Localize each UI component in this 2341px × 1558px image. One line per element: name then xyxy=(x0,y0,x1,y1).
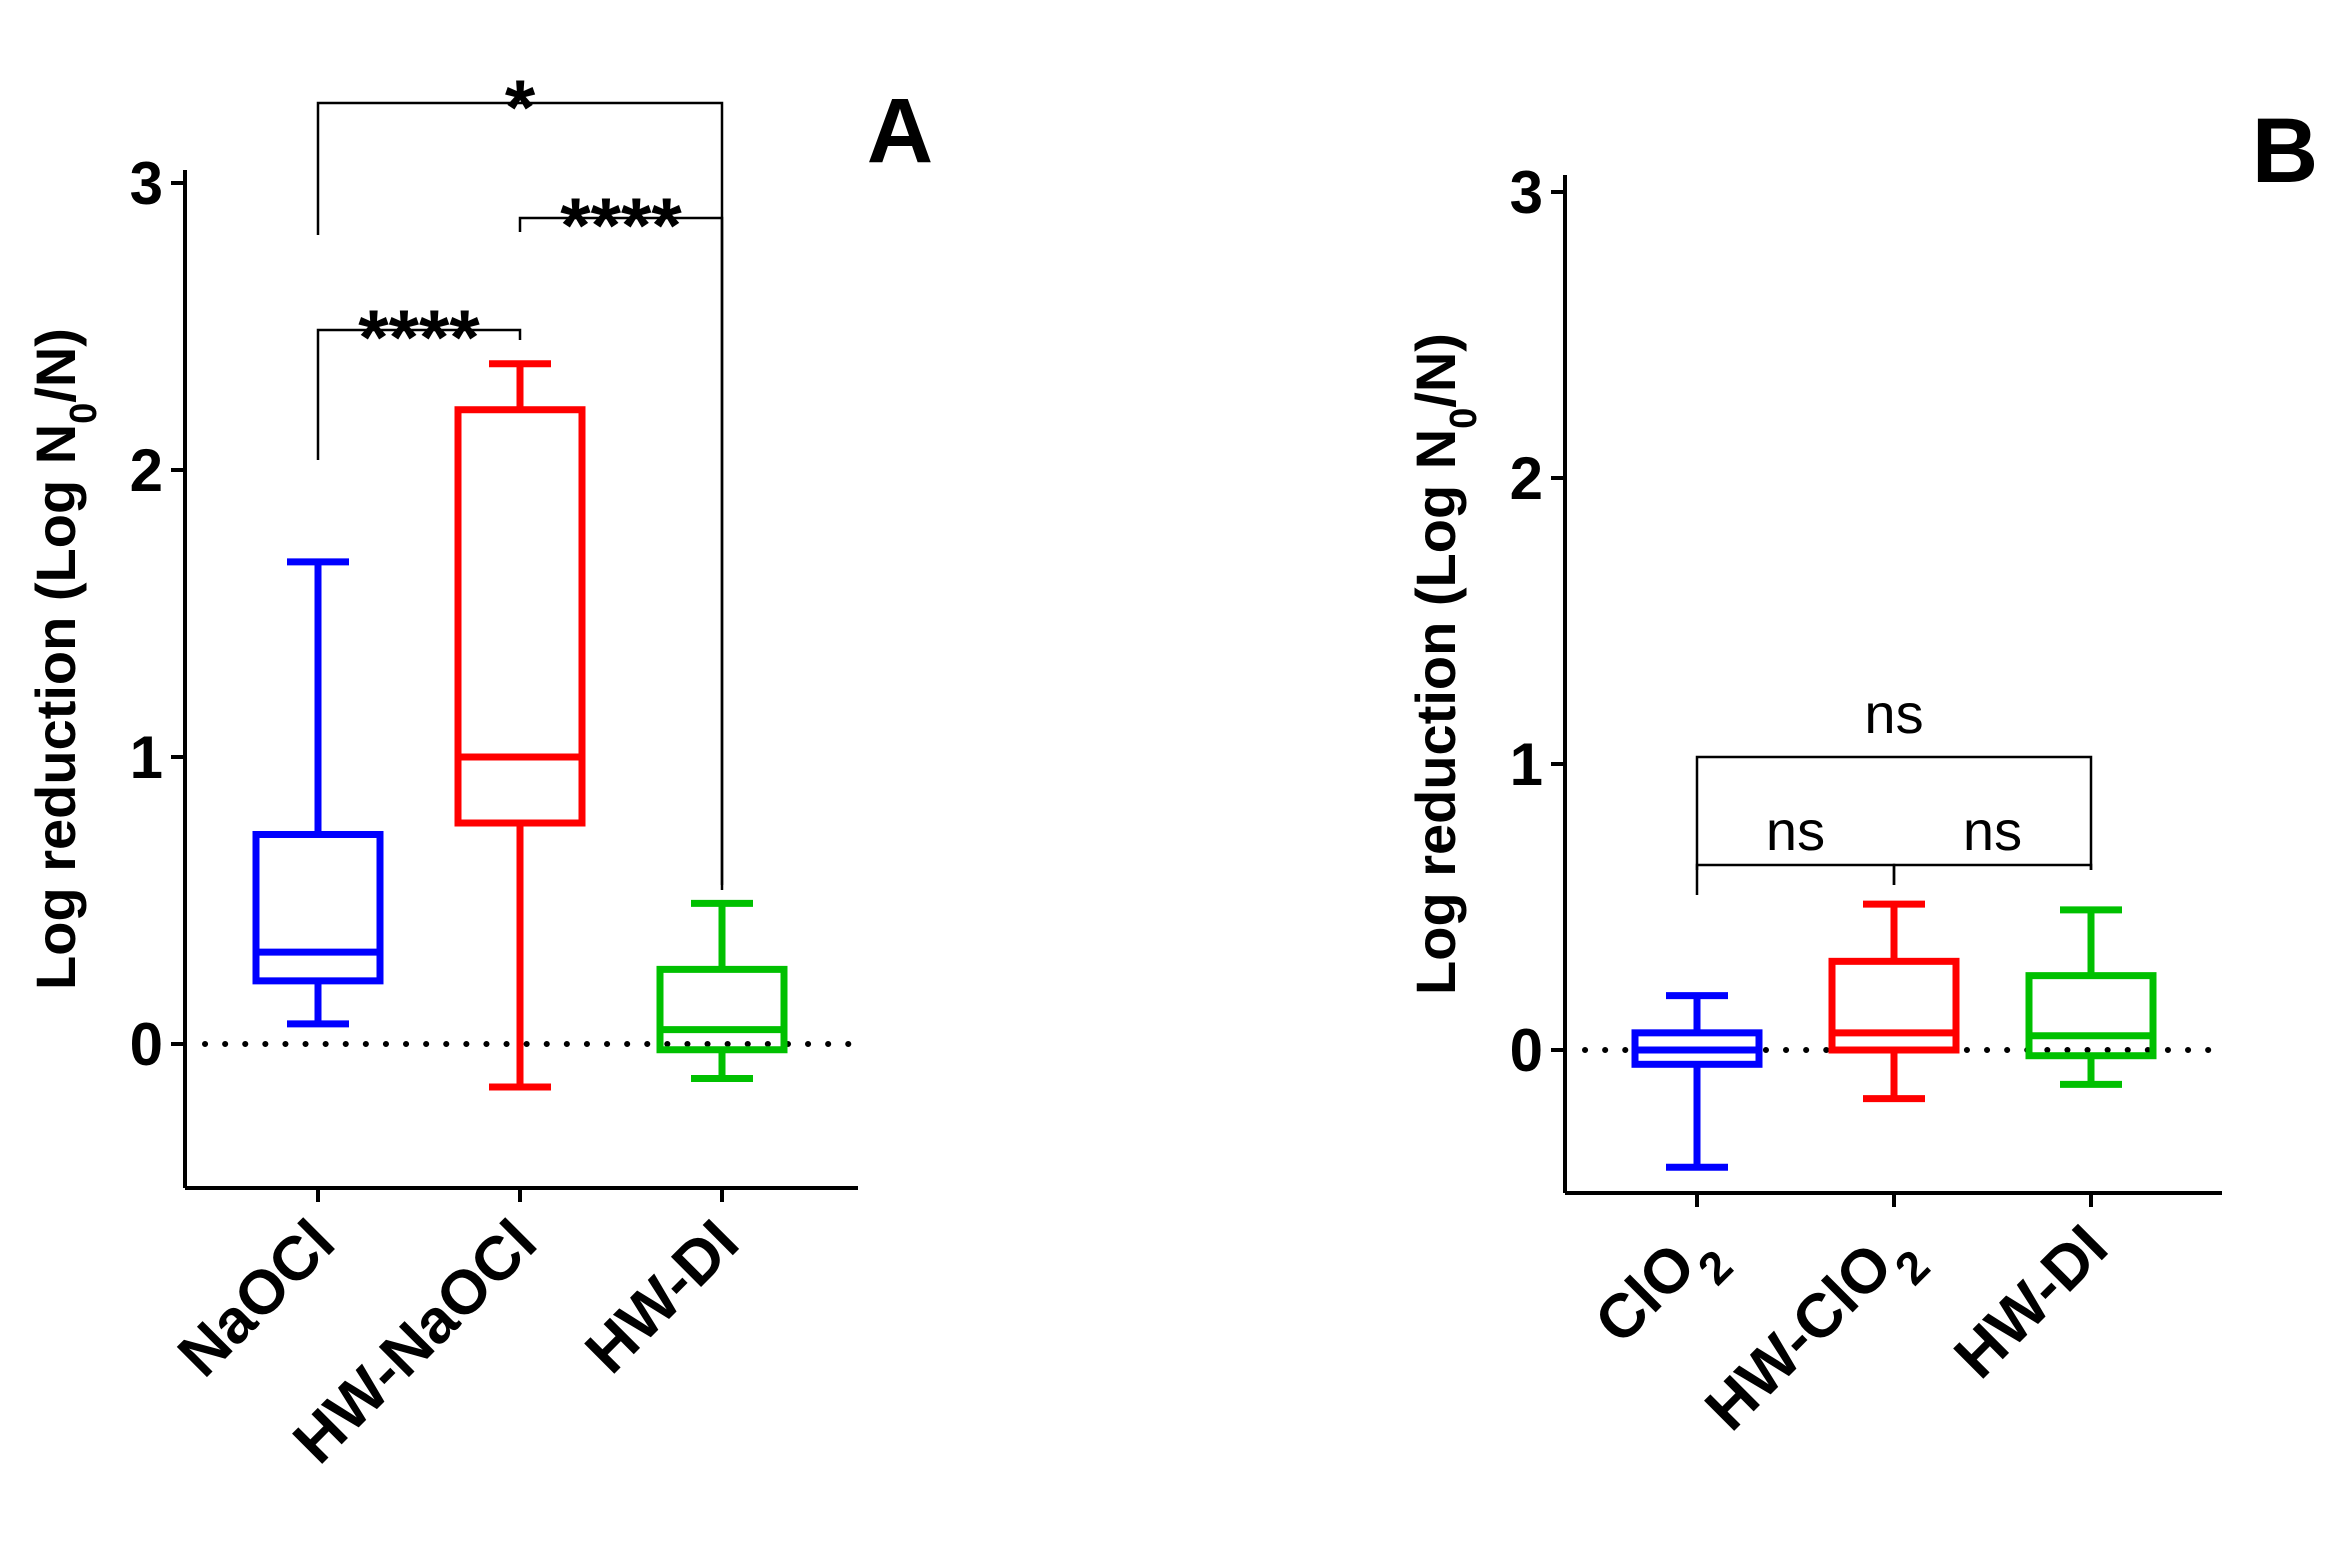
panel-label: B xyxy=(2252,100,2318,202)
x-category-label: ClO2 xyxy=(1582,1212,1742,1372)
box-hw-di xyxy=(2025,906,2157,1088)
iqr-box xyxy=(2025,972,2157,1060)
x-category-label: HW-ClO2 xyxy=(1692,1212,1939,1459)
iqr-box xyxy=(656,965,788,1054)
panel-label: A xyxy=(867,80,933,182)
significance-label: ns xyxy=(1864,682,1923,745)
comparison-bracket xyxy=(316,328,522,460)
y-tick-label: 0 xyxy=(130,1011,163,1078)
iqr-box xyxy=(1828,957,1960,1054)
significance-brackets: ********* xyxy=(316,63,724,890)
x-category-label: HW-DI xyxy=(573,1207,752,1386)
significance-label: **** xyxy=(358,293,480,381)
iqr-box xyxy=(252,830,384,985)
significance-label: ns xyxy=(1963,799,2022,862)
y-tick-label: 2 xyxy=(1510,445,1543,512)
comparison-bracket xyxy=(1695,863,1896,895)
comparison-bracket xyxy=(1892,863,2093,885)
significance-label: * xyxy=(505,63,536,151)
x-category-label: HW-DI xyxy=(1942,1212,2121,1391)
comparison-bracket xyxy=(1695,755,2093,870)
comparison-bracket xyxy=(316,101,724,885)
iqr-box xyxy=(454,406,586,827)
comparison-bracket xyxy=(518,216,724,890)
y-tick-label: 3 xyxy=(1510,159,1543,226)
y-tick-label: 3 xyxy=(130,150,163,217)
x-category-label: NaOCl xyxy=(165,1207,348,1390)
significance-label: **** xyxy=(560,181,682,269)
box-clo2 xyxy=(1631,992,1763,1171)
box-hw-clo2 xyxy=(1828,900,1960,1103)
y-tick-label: 1 xyxy=(1510,731,1543,798)
box-naocl xyxy=(252,558,384,1028)
y-tick-label: 0 xyxy=(1510,1017,1543,1084)
y-axis-label: Log reduction (Log N0/N) xyxy=(24,328,105,990)
significance-label: ns xyxy=(1766,799,1825,862)
y-axis-label: Log reduction (Log N0/N) xyxy=(1404,333,1485,995)
box-hw-naocl xyxy=(454,360,586,1091)
y-tick-label: 1 xyxy=(130,724,163,791)
y-tick-label: 2 xyxy=(130,437,163,504)
box-hw-di xyxy=(656,899,788,1082)
